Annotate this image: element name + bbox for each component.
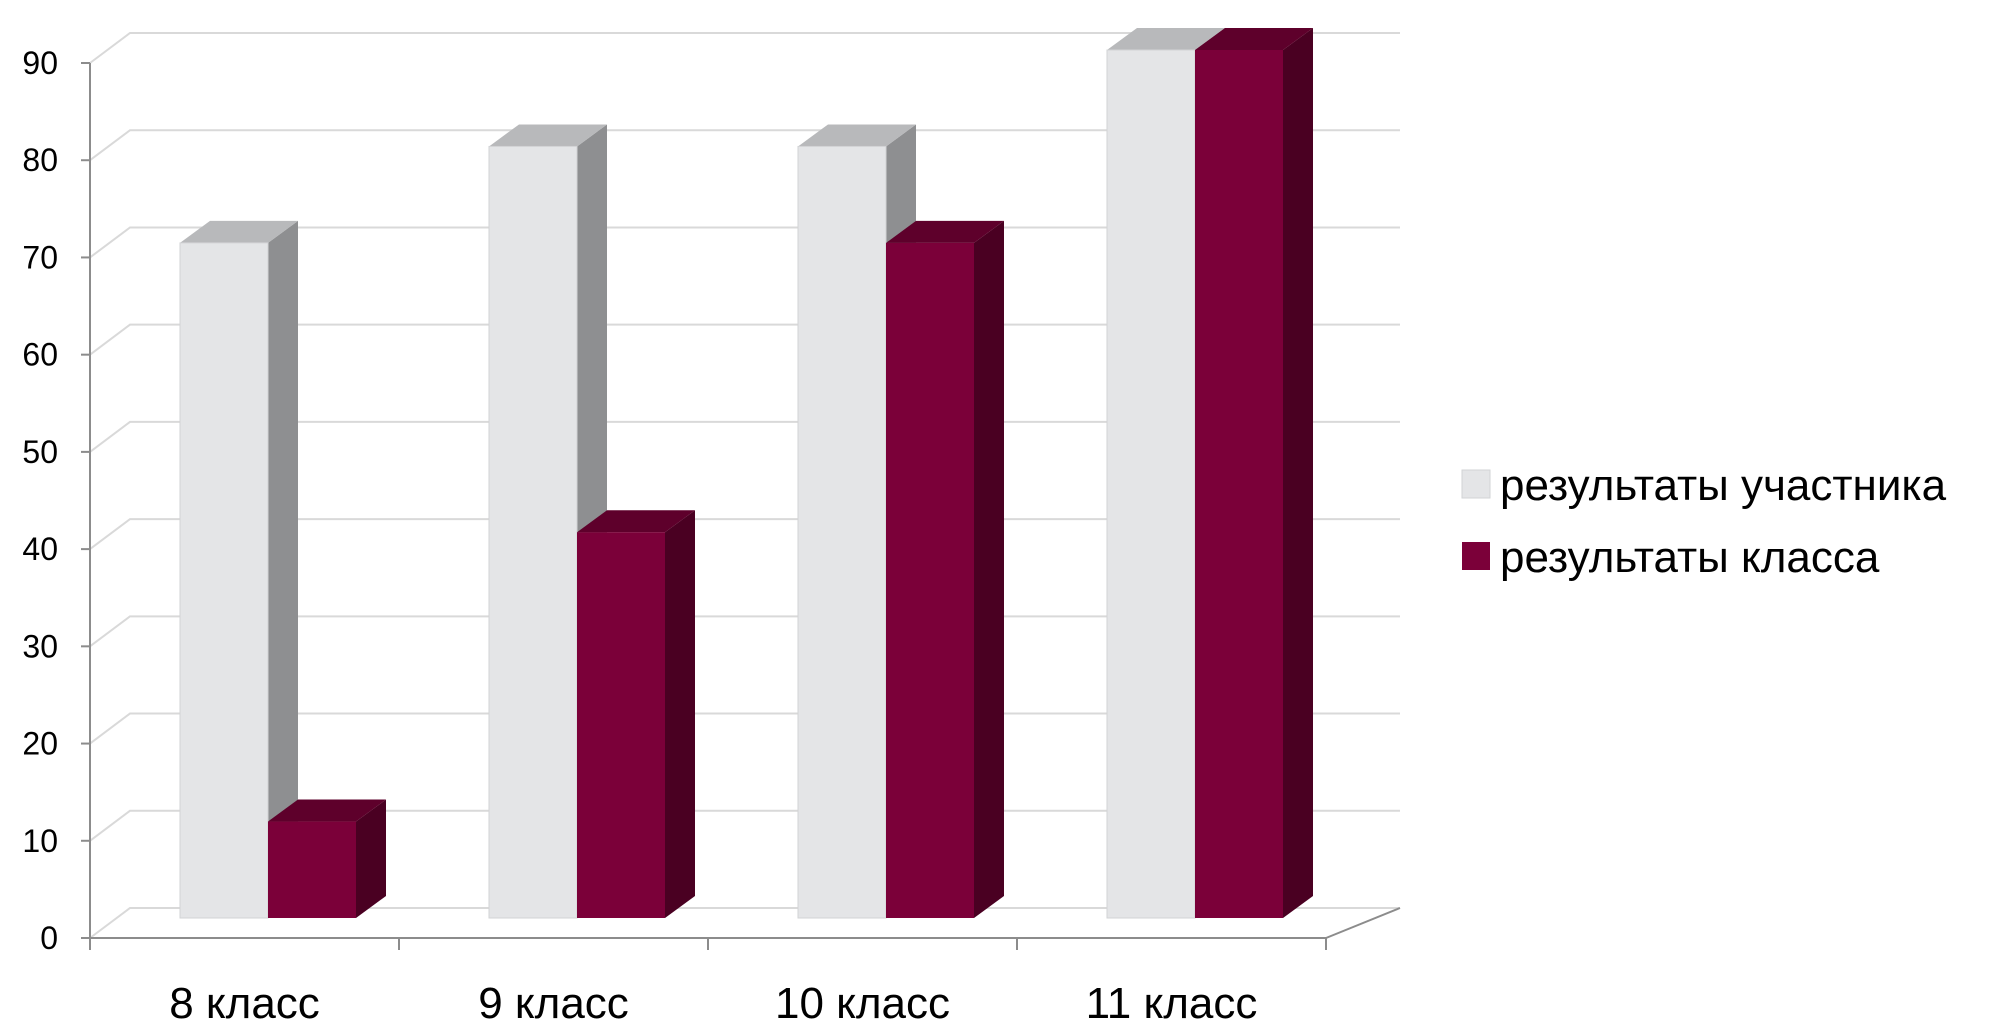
y-axis-tick-labels: 0 10 20 30 40 50 60 70 80 90	[22, 45, 58, 956]
x-tick-label: 11 класс	[1086, 979, 1258, 1025]
bar-side-face	[356, 799, 386, 918]
bar-front-face	[1106, 49, 1196, 919]
bar-top-face	[798, 124, 916, 147]
y-tick-label: 50	[22, 434, 58, 470]
bar-front-face	[488, 145, 578, 919]
y-tick-label: 40	[22, 531, 58, 567]
x-tick-label: 10 класс	[775, 979, 950, 1025]
bar-side-face	[665, 510, 695, 918]
legend-swatch	[1461, 469, 1491, 499]
x-tick-label: 8 класс	[169, 979, 320, 1025]
y-tick-label: 10	[22, 823, 58, 859]
legend-label: результаты участника	[1500, 461, 1947, 510]
bar	[268, 799, 386, 918]
legend-swatch	[1462, 542, 1490, 570]
y-tick-label: 80	[22, 142, 58, 178]
bar-side-face	[268, 220, 298, 918]
bar-top-face	[577, 510, 695, 533]
x-tick-label: 9 класс	[478, 979, 629, 1025]
legend: результаты участника результаты класса	[1461, 461, 1947, 582]
bar-side-face	[1283, 28, 1313, 918]
y-tick-label: 60	[22, 337, 58, 373]
bar-front-face	[886, 242, 974, 918]
bar-top-face	[489, 124, 607, 147]
bar	[577, 510, 695, 918]
gridline	[89, 32, 1400, 64]
bar-top-face	[268, 799, 386, 822]
bar-top-face	[1195, 28, 1313, 50]
y-tick-label: 20	[22, 726, 58, 762]
y-tick-label: 30	[22, 628, 58, 664]
bar-top-face	[1107, 28, 1225, 50]
bar-front-face	[179, 242, 269, 919]
x-axis-tick-labels: 8 класс 9 класс 10 класс 11 класс	[169, 979, 1257, 1025]
axes	[81, 62, 1401, 950]
y-tick-label: 90	[22, 45, 58, 81]
grid-lines	[89, 32, 1400, 939]
bar	[886, 220, 1004, 918]
bar	[1195, 28, 1313, 918]
bars	[179, 28, 1313, 919]
bar-side-face	[974, 220, 1004, 918]
floor-edge	[1325, 907, 1401, 939]
bar-front-face	[1195, 50, 1283, 918]
bar-front-face	[797, 145, 887, 919]
legend-label: результаты класса	[1500, 533, 1880, 582]
y-tick-label: 0	[40, 920, 58, 956]
bar	[179, 220, 298, 919]
bar-top-face	[180, 220, 298, 243]
bar-front-face	[268, 821, 356, 918]
y-tick-label: 70	[22, 239, 58, 275]
bar-top-face	[886, 220, 1004, 243]
bar-front-face	[577, 532, 665, 918]
gridline	[89, 129, 1400, 162]
